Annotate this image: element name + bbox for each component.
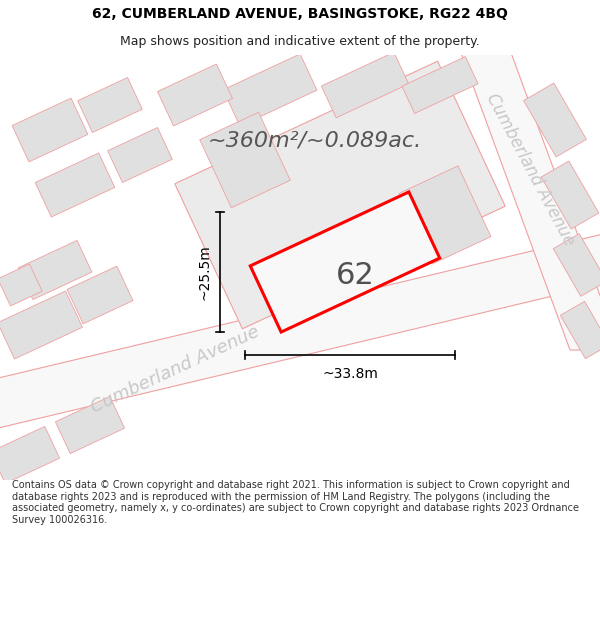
Polygon shape xyxy=(541,161,599,229)
Polygon shape xyxy=(158,64,232,126)
Polygon shape xyxy=(402,57,478,113)
Polygon shape xyxy=(12,98,88,162)
Text: 62: 62 xyxy=(335,261,374,289)
Polygon shape xyxy=(524,83,586,157)
Polygon shape xyxy=(399,166,491,264)
Polygon shape xyxy=(223,54,317,126)
Text: ~33.8m: ~33.8m xyxy=(322,367,378,381)
Polygon shape xyxy=(35,153,115,217)
Polygon shape xyxy=(77,78,142,132)
Text: Contains OS data © Crown copyright and database right 2021. This information is : Contains OS data © Crown copyright and d… xyxy=(12,480,579,525)
Polygon shape xyxy=(460,50,600,350)
Polygon shape xyxy=(18,241,92,299)
Polygon shape xyxy=(55,396,125,454)
Polygon shape xyxy=(175,61,505,329)
Polygon shape xyxy=(107,127,172,182)
Text: Cumberland Avenue: Cumberland Avenue xyxy=(482,91,578,249)
Text: 62, CUMBERLAND AVENUE, BASINGSTOKE, RG22 4BQ: 62, CUMBERLAND AVENUE, BASINGSTOKE, RG22… xyxy=(92,7,508,21)
Polygon shape xyxy=(553,234,600,296)
Polygon shape xyxy=(0,426,59,484)
Polygon shape xyxy=(200,112,290,208)
Polygon shape xyxy=(250,192,440,332)
Text: ~25.5m: ~25.5m xyxy=(198,244,212,300)
Text: ~360m²/~0.089ac.: ~360m²/~0.089ac. xyxy=(208,130,422,150)
Polygon shape xyxy=(0,264,42,306)
Polygon shape xyxy=(67,266,133,324)
Text: Map shows position and indicative extent of the property.: Map shows position and indicative extent… xyxy=(120,35,480,48)
Text: Cumberland Avenue: Cumberland Avenue xyxy=(88,323,262,417)
Polygon shape xyxy=(560,301,600,359)
Polygon shape xyxy=(0,291,82,359)
Polygon shape xyxy=(322,52,409,118)
Polygon shape xyxy=(0,230,600,430)
